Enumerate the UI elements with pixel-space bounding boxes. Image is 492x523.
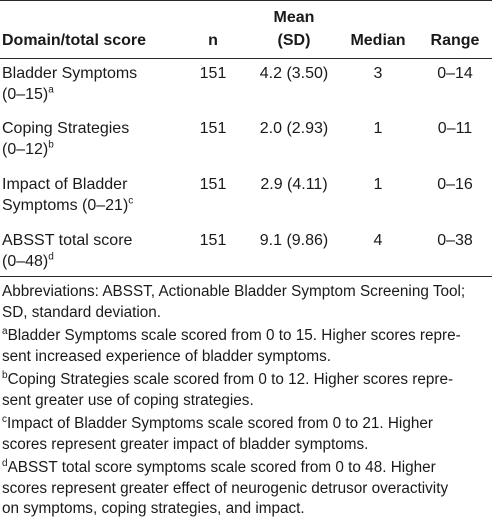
note-line: sent increased experience of bladder sym… (2, 347, 332, 365)
note-line: aBladder Symptoms scale scored from 0 to… (2, 325, 461, 344)
footnote-marker: b (48, 139, 54, 151)
header-sd: (SD) (277, 32, 311, 49)
note-line: sent greater use of coping strategies. (2, 391, 254, 409)
row-label: Impact of Bladder (2, 176, 128, 193)
header-mean: Mean (273, 9, 315, 26)
note-line: SD, standard deviation. (2, 303, 162, 321)
footnote-b: bCoping Strategies scale scored from 0 t… (2, 370, 490, 411)
row-label-range: (0–48)d (2, 251, 54, 270)
header-domain: Domain/total score (2, 32, 147, 49)
header-n: n (208, 32, 218, 49)
header-range: Range (430, 32, 480, 49)
row-range: 0–16 (437, 176, 473, 193)
row-median: 3 (373, 65, 383, 82)
note-line: Abbreviations: ABSST, Actionable Bladder… (2, 283, 466, 300)
row-range: 0–14 (437, 65, 473, 82)
row-label-range: (0–12)b (2, 139, 54, 158)
table-footnotes: Abbreviations: ABSST, Actionable Bladder… (2, 282, 490, 523)
row-median: 4 (373, 232, 383, 249)
row-label: ABSST total score (2, 232, 133, 249)
row-label: Bladder Symptoms (2, 65, 138, 82)
note-line: on symptoms, coping strategies, and impa… (2, 500, 305, 517)
note-line: bCoping Strategies scale scored from 0 t… (2, 369, 454, 388)
row-mean: 2.0 (2.93) (259, 120, 329, 137)
row-range: 0–38 (437, 232, 473, 249)
row-n: 151 (199, 120, 227, 137)
header-rule (0, 58, 492, 59)
row-label-range: (0–15)a (2, 84, 54, 103)
note-line: scores represent greater impact of bladd… (2, 435, 369, 453)
note-line: cImpact of Bladder Symptoms scale scored… (2, 413, 433, 432)
note-line: scores represent greater effect of neuro… (2, 479, 449, 497)
bottom-rule (0, 276, 492, 277)
header-median: Median (350, 32, 406, 49)
footnote-c: cImpact of Bladder Symptoms scale scored… (2, 414, 490, 455)
abbreviations-note: Abbreviations: ABSST, Actionable Bladder… (2, 282, 490, 323)
note-line: dABSST total score symptoms scale scored… (2, 457, 436, 476)
row-median: 1 (373, 176, 383, 193)
footnote-a: aBladder Symptoms scale scored from 0 to… (2, 326, 490, 367)
row-median: 1 (373, 120, 383, 137)
row-mean: 9.1 (9.86) (259, 232, 329, 249)
row-label: Coping Strategies (2, 120, 130, 137)
row-n: 151 (199, 65, 227, 82)
row-label-range: Symptoms (0–21)c (2, 195, 134, 214)
footnote-marker: d (48, 251, 54, 263)
row-n: 151 (199, 176, 227, 193)
row-range: 0–11 (437, 120, 473, 137)
row-mean: 4.2 (3.50) (259, 65, 329, 82)
footnote-marker: a (48, 84, 54, 96)
top-rule (0, 0, 492, 1)
row-n: 151 (199, 232, 227, 249)
footnote-marker: c (128, 195, 134, 207)
footnote-d: dABSST total score symptoms scale scored… (2, 458, 490, 520)
row-mean: 2.9 (4.11) (260, 176, 328, 193)
